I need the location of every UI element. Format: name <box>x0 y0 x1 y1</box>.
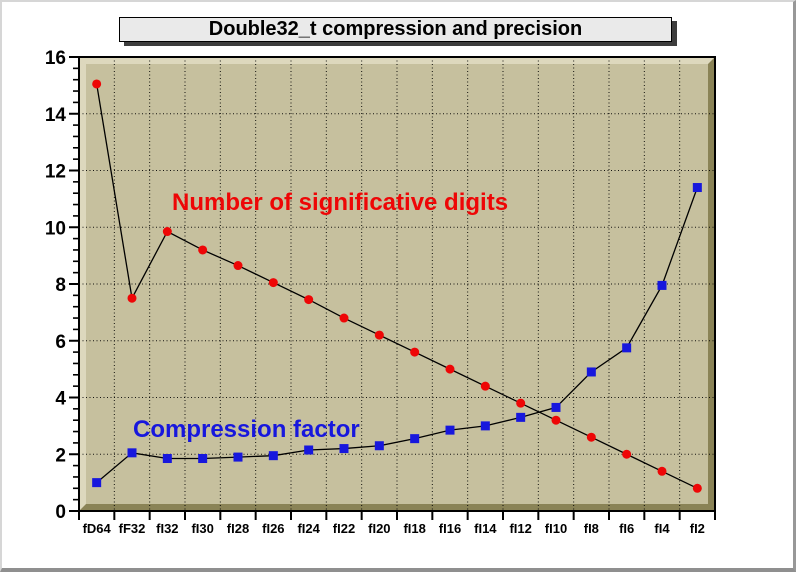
y-axis-tick-label: 12 <box>45 162 66 183</box>
x-axis-category-label: fI6 <box>619 521 634 536</box>
data-point-square <box>480 421 490 431</box>
data-point-circle <box>445 364 455 374</box>
x-axis-category-label: fD64 <box>83 521 112 536</box>
y-axis-tick-label: 4 <box>55 389 66 410</box>
data-point-circle <box>692 483 702 493</box>
data-point-circle <box>304 295 314 305</box>
data-point-square <box>127 448 137 458</box>
data-point-square <box>233 452 243 462</box>
data-point-square <box>516 412 526 422</box>
data-point-circle <box>374 330 384 340</box>
x-axis-category-label: fI28 <box>227 521 249 536</box>
data-point-square <box>304 445 314 455</box>
data-point-square <box>445 425 455 435</box>
series-label-compression-factor: Compression factor <box>133 416 360 443</box>
data-point-square <box>586 367 596 377</box>
x-axis-category-label: fI12 <box>509 521 531 536</box>
data-point-square <box>268 451 278 461</box>
data-point-circle <box>480 381 490 391</box>
data-point-square <box>339 444 349 454</box>
x-axis-category-label: fI18 <box>403 521 425 536</box>
data-point-circle <box>551 415 561 425</box>
y-axis-tick-label: 2 <box>55 445 66 466</box>
x-axis-category-label: fI20 <box>368 521 390 536</box>
x-axis-category-label: fI26 <box>262 521 284 536</box>
data-point-square <box>198 454 208 464</box>
data-point-circle <box>92 79 102 89</box>
x-axis-category-label: fF32 <box>119 521 146 536</box>
data-point-circle <box>127 293 137 303</box>
data-point-square <box>551 402 561 412</box>
x-axis-category-label: fI4 <box>654 521 670 536</box>
data-point-square <box>657 280 667 290</box>
series-label-significative-digits: Number of significative digits <box>172 189 508 216</box>
y-axis-tick-label: 10 <box>45 218 66 239</box>
data-point-circle <box>268 278 278 288</box>
x-axis-category-label: fI30 <box>191 521 213 536</box>
y-axis-tick-label: 6 <box>55 332 66 353</box>
data-point-square <box>162 454 172 464</box>
axis-labels: 0 2 4 6 8 10 12 14 16 fD64 fF32 fI32 fI30 fI28 fI26 fI2… <box>45 48 705 536</box>
y-axis-tick-label: 8 <box>55 275 66 296</box>
data-point-circle <box>622 449 632 459</box>
data-point-circle <box>198 245 208 255</box>
data-point-square <box>374 441 384 451</box>
data-point-square <box>622 343 632 353</box>
y-axis-tick-label: 14 <box>45 105 67 126</box>
x-axis-category-label: fI10 <box>545 521 567 536</box>
chart-title: Double32_t compression and precision <box>208 18 583 40</box>
data-point-circle <box>657 466 667 476</box>
x-axis-category-label: fI14 <box>474 521 497 536</box>
x-axis-category-label: fI8 <box>584 521 599 536</box>
x-axis-category-label: fI2 <box>690 521 705 536</box>
chart-title-pave: Double32_t compression and precision <box>119 17 672 42</box>
data-point-circle <box>233 261 243 271</box>
data-point-square <box>92 478 102 488</box>
y-axis-tick-label: 0 <box>55 502 66 523</box>
x-axis-category-label: fI22 <box>333 521 355 536</box>
data-point-circle <box>339 313 349 323</box>
data-series <box>92 79 702 493</box>
data-point-circle <box>162 227 172 237</box>
x-axis-category-label: fI24 <box>297 521 320 536</box>
grid-lines <box>79 57 715 511</box>
data-point-circle <box>516 398 526 408</box>
axis-ticks <box>69 56 716 520</box>
y-axis-tick-label: 16 <box>45 48 66 69</box>
series-line-square <box>96 187 698 484</box>
data-point-square <box>410 434 420 444</box>
x-axis-category-label: fI32 <box>156 521 178 536</box>
series-line-circle <box>96 83 698 489</box>
data-point-circle <box>410 347 420 357</box>
data-point-circle <box>586 432 596 442</box>
data-point-square <box>692 183 702 193</box>
x-axis-category-label: fI16 <box>439 521 461 536</box>
